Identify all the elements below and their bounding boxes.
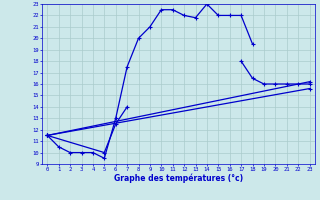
X-axis label: Graphe des températures (°c): Graphe des températures (°c): [114, 174, 243, 183]
